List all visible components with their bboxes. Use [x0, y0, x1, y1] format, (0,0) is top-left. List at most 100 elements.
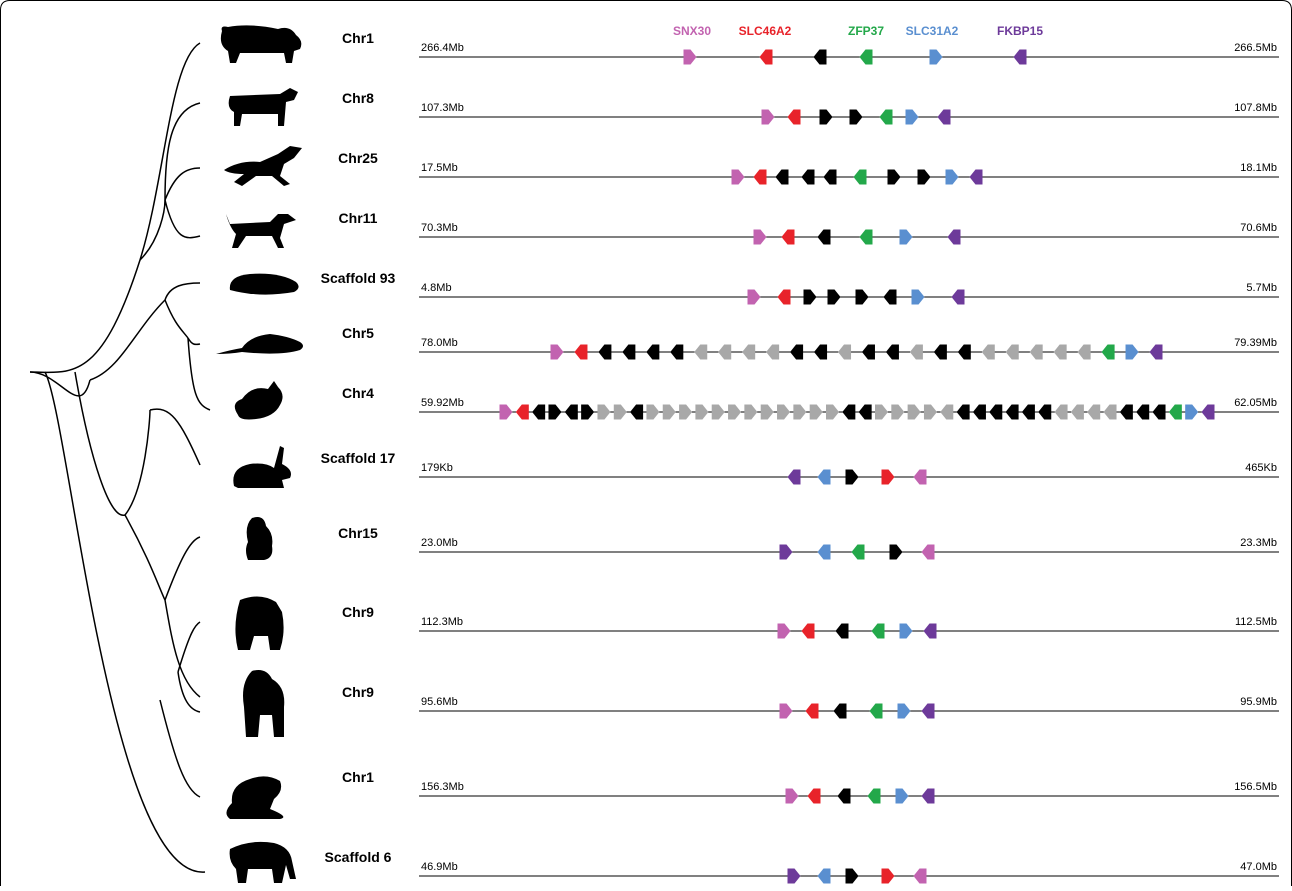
gene-arrow-grey: [597, 404, 611, 420]
gene-arrow-slc31a2: [897, 703, 911, 719]
gene-arrow-other: [889, 544, 903, 560]
start-coordinate: 4.8Mb: [421, 282, 452, 294]
gene-arrow-fkbp15: [779, 544, 793, 560]
gene-arrow-zfp37: [871, 623, 885, 639]
gene-arrow-other: [548, 404, 562, 420]
gene-arrow-grey: [760, 404, 774, 420]
gene-arrow-grey: [728, 404, 742, 420]
gene-arrow-grey: [744, 404, 758, 420]
dog-icon: [226, 214, 296, 248]
gene-arrow-other: [581, 404, 595, 420]
chromosome-label: Chr5: [342, 325, 374, 341]
end-coordinate: 23.3Mb: [1240, 537, 1277, 549]
gene-arrow-grey: [1054, 404, 1068, 420]
track-row: Chr11 70.3Mb 70.6Mb: [339, 210, 1279, 245]
gene-arrow-snx30: [785, 788, 799, 804]
gene-arrow-slc31a2: [929, 49, 943, 65]
track-row: Scaffold 93 4.8Mb 5.7Mb: [321, 270, 1279, 305]
gene-arrow-fkbp15: [937, 109, 951, 125]
end-coordinate: 70.6Mb: [1240, 222, 1277, 234]
gene-arrow-other: [1136, 404, 1150, 420]
gene-arrow-grey: [981, 344, 995, 360]
legend-label-fkbp15: FKBP15: [997, 24, 1043, 38]
gene-arrow-snx30: [779, 703, 793, 719]
track-row: Chr1 156.3Mb 156.5Mb: [342, 769, 1279, 804]
gene-arrow-other: [598, 344, 612, 360]
start-coordinate: 78.0Mb: [421, 337, 458, 349]
gene-arrow-other: [1005, 404, 1019, 420]
gene-arrow-grey: [909, 344, 923, 360]
gene-arrow-snx30: [499, 404, 513, 420]
gene-arrow-other: [819, 109, 833, 125]
gene-arrow-other: [775, 169, 789, 185]
track-row: Chr9 95.6Mb 95.9Mb: [342, 684, 1279, 719]
gene-arrow-slc31a2: [817, 544, 831, 560]
gene-arrow-fkbp15: [1013, 49, 1027, 65]
elephant-icon: [229, 841, 296, 883]
gene-arrow-fkbp15: [921, 703, 935, 719]
track-row: Chr8 107.3Mb 107.8Mb: [342, 90, 1279, 125]
gene-arrow-grey: [1077, 344, 1091, 360]
gene-arrow-other: [956, 404, 970, 420]
gene-arrow-grey: [874, 404, 888, 420]
start-coordinate: 17.5Mb: [421, 162, 458, 174]
chromosome-label: Scaffold 93: [321, 270, 396, 286]
end-coordinate: 79.39Mb: [1234, 337, 1277, 349]
legend-label-slc31a2: SLC31A2: [906, 24, 959, 38]
gene-arrow-snx30: [913, 469, 927, 485]
end-coordinate: 47.0Mb: [1240, 861, 1277, 873]
gene-arrow-slc46a2: [807, 788, 821, 804]
gene-arrow-other: [833, 703, 847, 719]
gene-arrow-zfp37: [859, 49, 873, 65]
end-coordinate: 107.8Mb: [1234, 102, 1277, 114]
gene-arrow-other: [790, 344, 804, 360]
gene-arrow-other: [827, 289, 841, 305]
gene-arrow-grey: [662, 404, 676, 420]
gene-arrow-slc46a2: [881, 868, 895, 884]
gene-arrow-grey: [838, 344, 852, 360]
end-coordinate: 62.05Mb: [1234, 397, 1277, 409]
end-coordinate: 156.5Mb: [1234, 781, 1277, 793]
gene-arrow-zfp37: [879, 109, 893, 125]
gene-arrow-snx30: [683, 49, 697, 65]
end-coordinate: 5.7Mb: [1246, 282, 1277, 294]
gene-arrow-other: [622, 344, 636, 360]
gene-arrow-fkbp15: [1149, 344, 1163, 360]
gene-arrow-fkbp15: [787, 868, 801, 884]
chromosome-label: Chr1: [342, 769, 374, 785]
gene-arrow-slc31a2: [817, 868, 831, 884]
gene-arrow-fkbp15: [947, 229, 961, 245]
gene-arrow-zfp37: [867, 788, 881, 804]
gene-arrow-grey: [694, 344, 708, 360]
start-coordinate: 23.0Mb: [421, 537, 458, 549]
gene-arrow-grey: [695, 404, 709, 420]
gene-arrow-grey: [711, 404, 725, 420]
track-row: Chr9 112.3Mb 112.5Mb: [342, 604, 1279, 639]
start-coordinate: 179Kb: [421, 462, 453, 474]
gene-arrow-zfp37: [1101, 344, 1115, 360]
gene-arrow-other: [989, 404, 1003, 420]
guinea-pig-icon: [229, 273, 299, 295]
gene-arrow-zfp37: [853, 169, 867, 185]
mouse-icon: [234, 381, 283, 420]
gene-arrow-fkbp15: [951, 289, 965, 305]
gene-arrow-other: [845, 469, 859, 485]
gene-arrow-other: [801, 169, 815, 185]
gene-arrow-slc31a2: [911, 289, 925, 305]
gene-arrow-zfp37: [869, 703, 883, 719]
chromosome-label: Scaffold 17: [321, 450, 396, 466]
gene-arrow-slc46a2: [759, 49, 773, 65]
phylogenetic-tree: [29, 42, 211, 873]
gene-arrow-other: [849, 109, 863, 125]
gene-arrow-snx30: [913, 868, 927, 884]
gene-arrow-slc46a2: [574, 344, 588, 360]
gene-arrow-fkbp15: [1201, 404, 1215, 420]
gene-arrow-slc31a2: [945, 169, 959, 185]
track-row: Chr15 23.0Mb 23.3Mb: [338, 525, 1279, 560]
chromosome-label: Chr1: [342, 30, 374, 46]
gene-arrow-slc46a2: [805, 703, 819, 719]
legend-label-slc46a2: SLC46A2: [739, 24, 792, 38]
